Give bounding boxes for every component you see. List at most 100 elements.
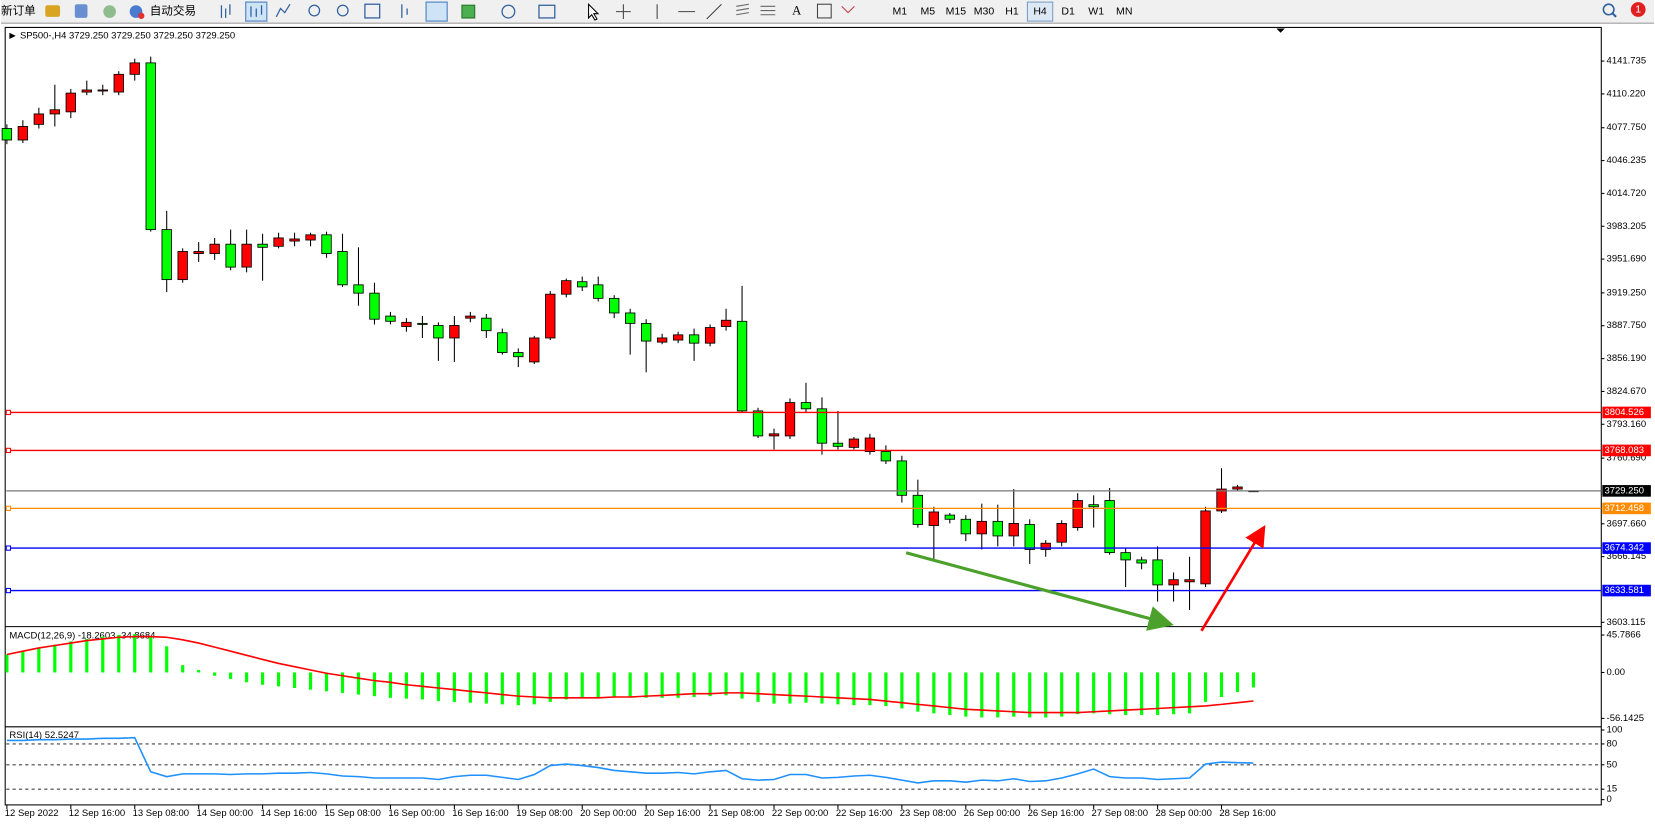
- timeframe-button[interactable]: M5: [921, 5, 936, 17]
- candle-body: [1136, 559, 1147, 564]
- timeframe-button[interactable]: M15: [946, 5, 967, 17]
- candle-body: [225, 243, 236, 268]
- macd-title: MACD(12,26,9) -18.2603 -34.8684: [9, 631, 155, 642]
- candle-body: [1072, 500, 1083, 529]
- icon[interactable]: [103, 5, 116, 18]
- icon[interactable]: [74, 4, 88, 18]
- y-tick-label: 80: [1607, 738, 1618, 749]
- notification-badge[interactable]: [1630, 2, 1646, 17]
- candle-body: [1088, 504, 1099, 508]
- level-label: 3729.250: [1604, 485, 1644, 496]
- cursor-tool[interactable]: [588, 2, 600, 21]
- candle-body: [1120, 552, 1131, 561]
- y-tick-label: 3793.160: [1607, 419, 1647, 430]
- timeframe-button[interactable]: H4: [1033, 5, 1047, 17]
- y-tick-label: 3697.660: [1607, 518, 1647, 529]
- x-tick-label: 16 Sep 16:00: [452, 808, 508, 819]
- candle-body: [193, 251, 204, 254]
- timeframe-button[interactable]: W1: [1088, 5, 1104, 17]
- x-tick-label: 26 Sep 16:00: [1028, 808, 1084, 819]
- arrow-tool[interactable]: [841, 5, 855, 14]
- y-tick-label: 3887.750: [1607, 320, 1647, 331]
- x-tick-label: 20 Sep 16:00: [644, 808, 700, 819]
- y-tick-label: 50: [1607, 759, 1618, 770]
- icon[interactable]: [401, 4, 408, 18]
- x-tick-label: 22 Sep 00:00: [772, 808, 828, 819]
- candle-body: [1232, 486, 1243, 490]
- line-tools[interactable]: [656, 3, 722, 20]
- candle-body: [1104, 500, 1115, 554]
- y-tick-label: 4046.235: [1607, 155, 1647, 166]
- y-tick-label: 15: [1607, 784, 1618, 795]
- text-tool[interactable]: A: [792, 4, 802, 18]
- candle-body: [561, 280, 572, 295]
- candle-body: [944, 514, 955, 520]
- candle-body: [1056, 523, 1067, 543]
- candle-body: [481, 317, 492, 332]
- icon[interactable]: [501, 4, 516, 19]
- candle-body: [672, 334, 684, 341]
- toolbar: 新订单 自动交易 A M1 M5 M15 M30 H1 H4 D1 W1 MN: [0, 0, 1655, 24]
- level-handle: [5, 409, 11, 416]
- x-tick-label: 14 Sep 00:00: [197, 808, 253, 819]
- icon[interactable]: [45, 5, 61, 17]
- candle-body: [257, 243, 268, 248]
- candle-body: [321, 234, 332, 254]
- icon[interactable]: [538, 4, 556, 19]
- crosshair-tool[interactable]: [615, 4, 631, 19]
- y-tick-label: 0.00: [1607, 667, 1625, 678]
- candle-body: [976, 520, 987, 535]
- x-tick-label: 28 Sep 00:00: [1155, 808, 1211, 819]
- level-label-bg: [1602, 542, 1651, 554]
- icon[interactable]: [336, 4, 349, 17]
- timeframe-active: [1026, 1, 1054, 22]
- candle-body: [688, 334, 700, 344]
- icon[interactable]: [220, 4, 231, 18]
- icon[interactable]: [364, 3, 381, 19]
- auto-trading[interactable]: 自动交易: [150, 4, 196, 18]
- channel-tools[interactable]: [736, 3, 776, 16]
- candle-body: [209, 243, 220, 254]
- candle-body: [385, 315, 396, 322]
- new-order[interactable]: 新订单: [1, 4, 36, 18]
- candle-body: [49, 109, 60, 115]
- candle-body: [1024, 524, 1035, 550]
- timeframe-button[interactable]: D1: [1061, 5, 1075, 17]
- timeframe-button[interactable]: H1: [1005, 5, 1019, 17]
- level-label: 3674.342: [1604, 543, 1644, 554]
- y-tick-label: 4077.750: [1607, 122, 1647, 133]
- candle-body: [289, 238, 300, 242]
- candle-body: [401, 321, 412, 327]
- candle-body: [241, 243, 252, 268]
- icon[interactable]: [425, 1, 448, 22]
- x-tick-label: 21 Sep 08:00: [708, 808, 764, 819]
- label-tool[interactable]: [816, 3, 832, 19]
- x-tick-label: 15 Sep 08:00: [324, 808, 380, 819]
- plot: 4141.735 4110.220 4077.750 4046.235 4014.720…: [1, 56, 1651, 819]
- candle-body: [800, 402, 812, 410]
- icon[interactable]: [461, 4, 476, 19]
- y-tick-label: 3951.690: [1607, 254, 1647, 265]
- candle-body: [896, 460, 908, 496]
- candle-body: [529, 337, 540, 363]
- y-tick-label: 3983.205: [1607, 221, 1647, 232]
- y-tick-label: 3603.115: [1607, 617, 1646, 628]
- x-tick-label: 23 Sep 08:00: [900, 808, 956, 819]
- candle-body: [609, 297, 620, 314]
- candle-body: [928, 511, 940, 526]
- candle-body: [704, 327, 716, 344]
- search[interactable]: [1602, 3, 1615, 16]
- level-handle: [5, 587, 11, 594]
- candle-body: [81, 89, 92, 93]
- level-label: 3768.083: [1604, 445, 1644, 456]
- candle-body: [1168, 579, 1179, 586]
- icon[interactable]: [308, 4, 321, 17]
- level-handle: [5, 505, 11, 512]
- rsi-title: RSI(14) 52.5247: [9, 730, 79, 741]
- y-tick-label: 3666.145: [1607, 551, 1647, 562]
- timeframe-button[interactable]: M30: [974, 5, 995, 17]
- timeframe-button[interactable]: M1: [892, 5, 907, 17]
- timeframe-button[interactable]: MN: [1116, 5, 1132, 17]
- icon[interactable]: [275, 3, 291, 18]
